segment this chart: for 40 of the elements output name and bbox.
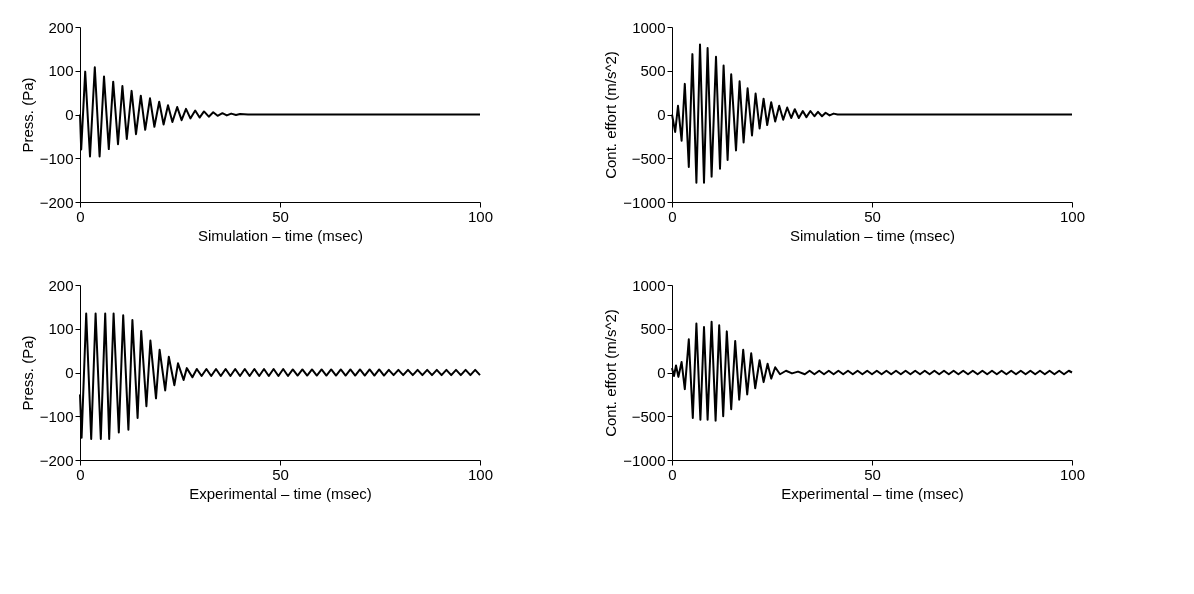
y-tick-label: −1000 (623, 193, 666, 211)
x-axis-title: Experimental – time (msec) (189, 484, 372, 502)
x-axis-title: Experimental – time (msec) (781, 484, 964, 502)
y-tick-label: −100 (39, 149, 74, 167)
x-axis-title: Simulation – time (msec) (197, 226, 364, 244)
y-tick-label: −200 (39, 451, 74, 469)
y-axis-title: Press. (Pa) (18, 77, 36, 153)
y-tick-label: −1000 (623, 451, 666, 469)
y-tick-label: 0 (65, 106, 74, 123)
y-tick-label: 0 (657, 364, 666, 381)
y-tick-label: 1000 (632, 18, 666, 36)
x-tick-label: 0 (668, 465, 677, 483)
x-tick-label: 0 (76, 465, 85, 483)
x-tick-label: 50 (864, 465, 881, 483)
x-tick-label: 50 (272, 207, 289, 225)
y-tick-label: 200 (48, 276, 74, 294)
y-axis-title: Cont. effort (m/s^2) (602, 51, 620, 179)
y-tick-label: 0 (657, 106, 666, 123)
y-tick-label: −500 (631, 407, 666, 425)
x-tick-label: 0 (76, 207, 85, 225)
y-tick-label: 1000 (632, 276, 666, 294)
x-tick-label: 100 (467, 465, 494, 483)
y-tick-label: 100 (48, 62, 74, 80)
y-tick-label: 500 (640, 62, 666, 80)
y-tick-label: −200 (39, 193, 74, 211)
y-tick-label: −100 (39, 407, 74, 425)
x-axis-title: Simulation – time (msec) (789, 226, 956, 244)
x-tick-label: 50 (864, 207, 881, 225)
x-tick-label: 0 (668, 207, 677, 225)
x-tick-label: 100 (1059, 465, 1086, 483)
y-axis-title: Press. (Pa) (18, 335, 36, 411)
x-tick-label: 100 (1059, 207, 1086, 225)
y-tick-label: 100 (48, 320, 74, 338)
y-tick-label: 500 (640, 320, 666, 338)
x-tick-label: 50 (272, 465, 289, 483)
y-tick-label: 0 (65, 364, 74, 381)
y-axis-title: Cont. effort (m/s^2) (602, 309, 620, 437)
y-tick-label: −500 (631, 149, 666, 167)
x-tick-label: 100 (467, 207, 494, 225)
y-tick-label: 200 (48, 18, 74, 36)
